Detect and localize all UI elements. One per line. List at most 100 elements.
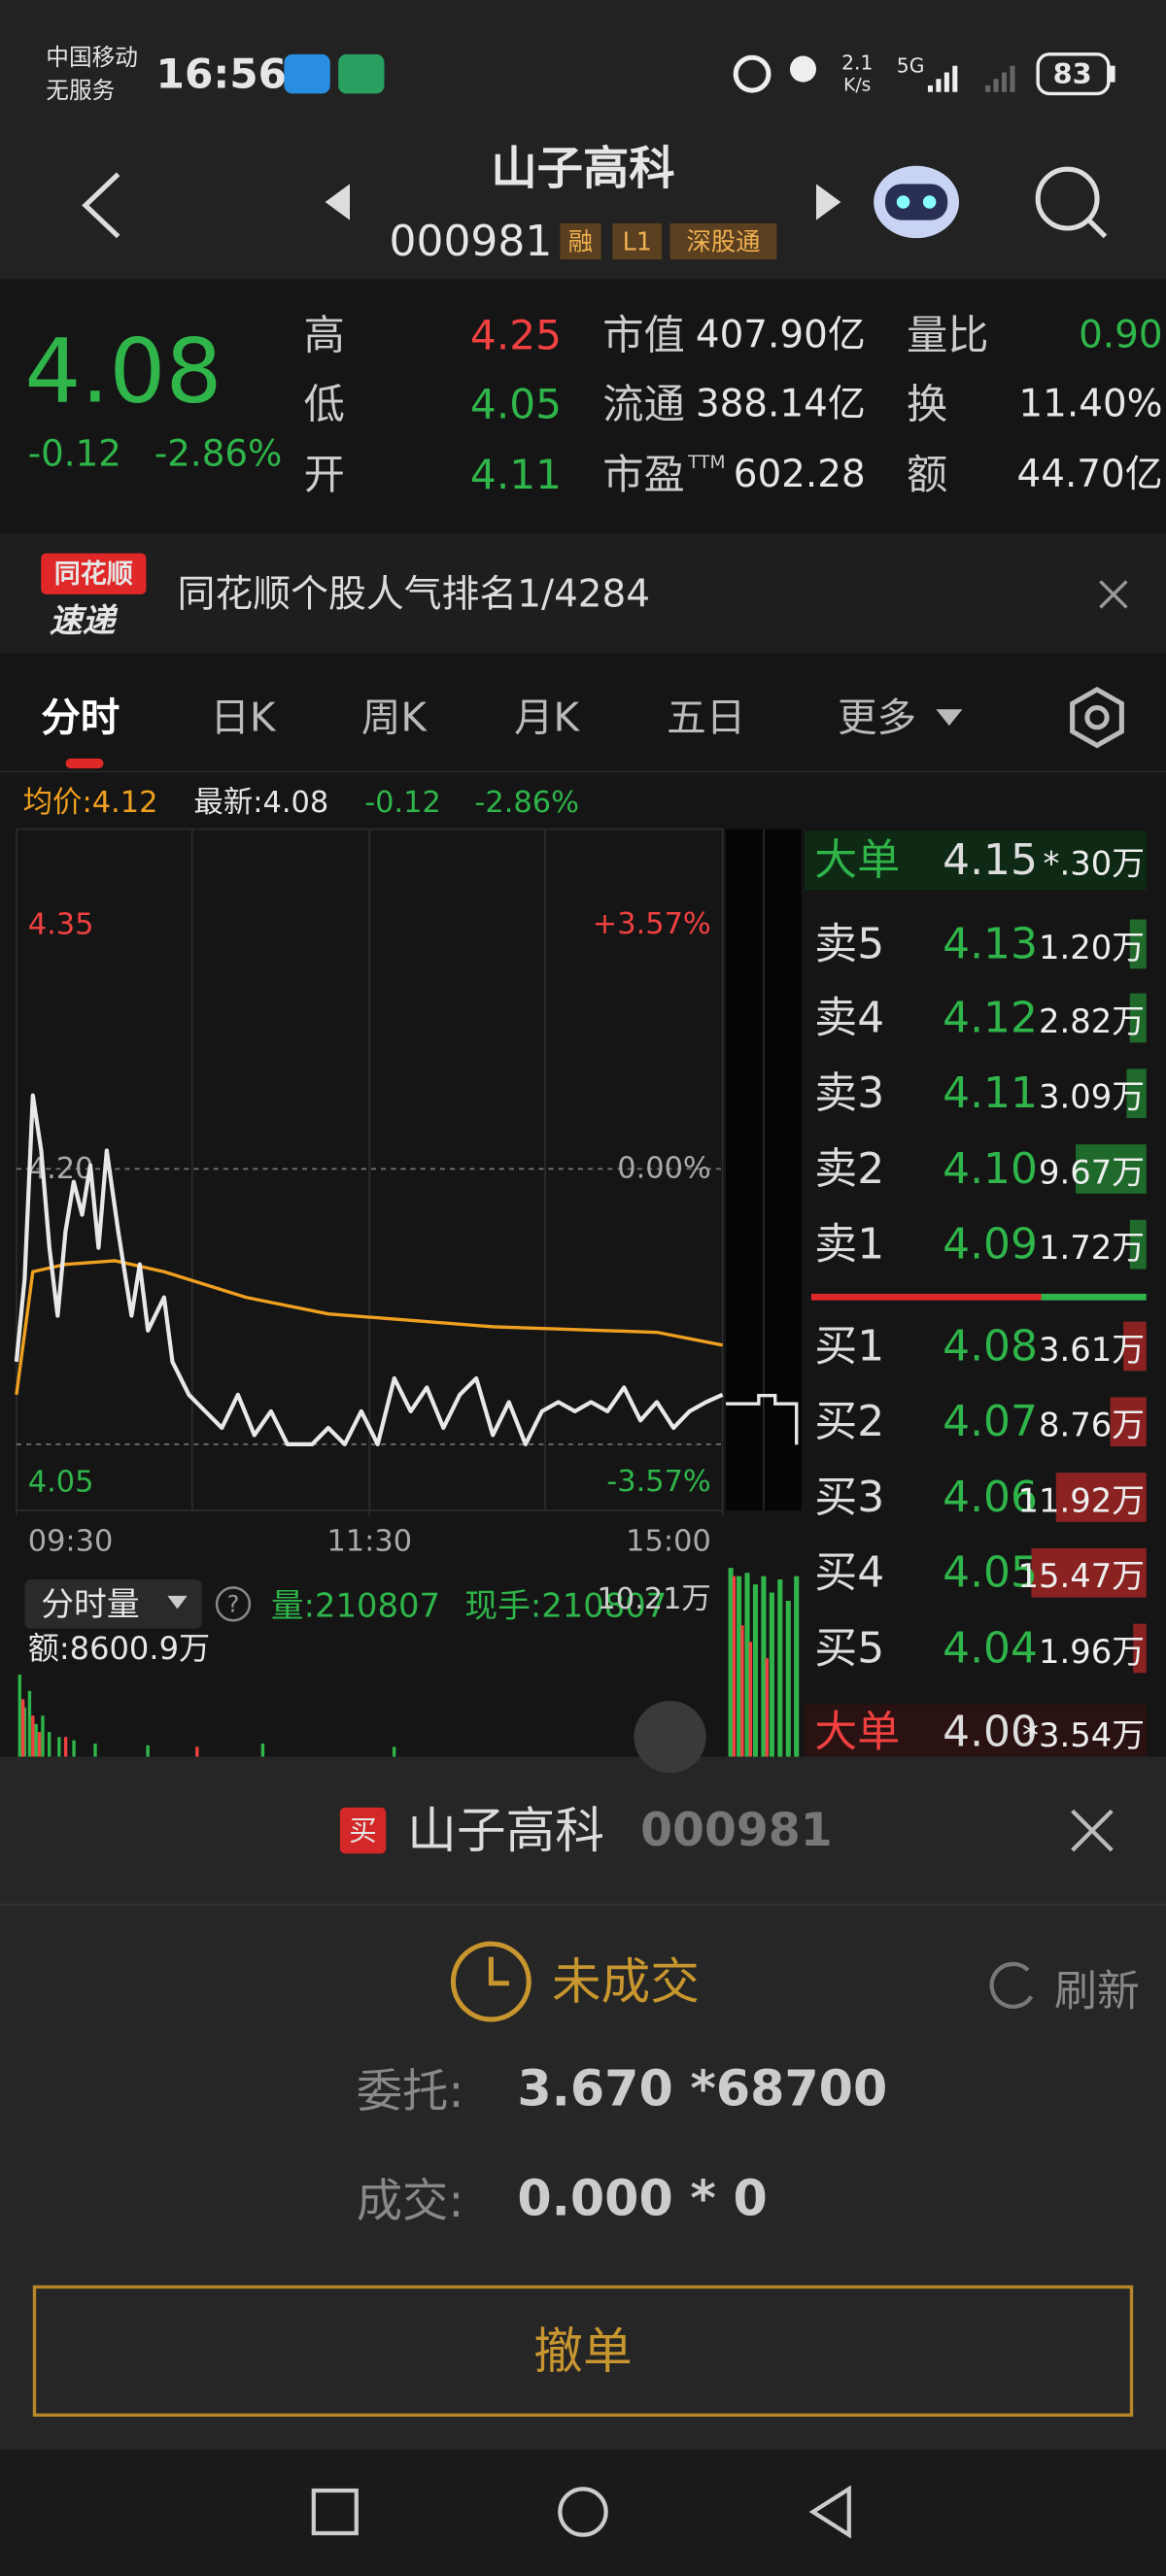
help-icon[interactable] bbox=[215, 1586, 252, 1622]
y2-tick-label: -3.57% bbox=[606, 1465, 711, 1499]
big-order-bg bbox=[805, 830, 1147, 891]
book-price: 4.13 bbox=[943, 919, 1038, 968]
book-volume: 3.61万 bbox=[1039, 1331, 1145, 1369]
book-price: 4.12 bbox=[943, 993, 1038, 1042]
volume: 量:210807 bbox=[271, 1587, 440, 1625]
nav-back[interactable] bbox=[808, 2485, 851, 2539]
settings-button[interactable] bbox=[1070, 687, 1124, 749]
book-volume: 1.20万 bbox=[1039, 929, 1145, 966]
amount: 额:8600.9万 bbox=[28, 1630, 210, 1667]
next-stock[interactable] bbox=[816, 184, 841, 220]
book-label: 买3 bbox=[814, 1473, 884, 1522]
nav-home[interactable] bbox=[558, 2487, 608, 2537]
more-arrow bbox=[936, 709, 963, 727]
last-price: 4.08 bbox=[24, 320, 222, 424]
book-label: 卖3 bbox=[814, 1068, 884, 1118]
network: 5G bbox=[897, 54, 925, 78]
depth-bar bbox=[1031, 1547, 1147, 1598]
app-icon bbox=[338, 53, 385, 94]
tab-indicator bbox=[65, 758, 104, 769]
current-hand: 现手:210807 bbox=[464, 1587, 667, 1625]
search-button[interactable] bbox=[1035, 166, 1108, 239]
row-value: 3.670 *68700 bbox=[517, 2059, 887, 2117]
after-hours-line bbox=[726, 1394, 799, 1445]
sheet-close[interactable] bbox=[1071, 1809, 1114, 1852]
signal bbox=[927, 65, 958, 92]
row-value: 0.000 * 0 bbox=[517, 2170, 767, 2227]
volume-bars bbox=[732, 1576, 769, 1757]
stat-label: 低 bbox=[304, 380, 345, 427]
change: -0.12 bbox=[28, 432, 121, 475]
tab[interactable]: 月K bbox=[514, 695, 581, 741]
battery bbox=[1036, 52, 1111, 96]
book-volume: 3.09万 bbox=[1039, 1078, 1145, 1116]
battery-tip bbox=[1110, 65, 1115, 83]
tab[interactable]: 更多 bbox=[838, 695, 916, 741]
tag: L1 bbox=[623, 227, 652, 256]
buy-badge bbox=[339, 1807, 387, 1854]
nav-recent[interactable] bbox=[311, 2488, 359, 2536]
book-volume: 15.47万 bbox=[1017, 1557, 1145, 1595]
tag-bg bbox=[560, 222, 601, 260]
book-price: 4.04 bbox=[943, 1623, 1038, 1673]
tab[interactable]: 周K bbox=[361, 695, 429, 741]
tag-bg bbox=[612, 222, 663, 260]
app-icon bbox=[284, 53, 330, 94]
tab[interactable]: 五日 bbox=[667, 695, 745, 741]
x-tick-label: 15:00 bbox=[626, 1525, 711, 1559]
stat-label: 开 bbox=[304, 451, 345, 498]
net-unit: K/s bbox=[843, 75, 871, 95]
avg-price: 均价:4.12 bbox=[23, 786, 158, 820]
y-tick-label: 4.20 bbox=[28, 1152, 94, 1186]
stock-code: 000981 bbox=[390, 217, 553, 266]
tag: 深股通 bbox=[686, 227, 760, 256]
back-button[interactable] bbox=[82, 172, 120, 239]
tag: 融 bbox=[568, 227, 593, 256]
stat-value: 4.11 bbox=[470, 451, 562, 498]
tag-bg bbox=[669, 222, 777, 260]
book-price: 4.08 bbox=[943, 1322, 1038, 1372]
expand-button[interactable] bbox=[634, 1701, 706, 1774]
depth-bar bbox=[1110, 1397, 1147, 1447]
stat-value: 407.90亿 bbox=[696, 313, 866, 356]
clock: 16:56 bbox=[156, 51, 288, 98]
stat-value: 0.90 bbox=[1079, 313, 1163, 356]
stat-value: 388.14亿 bbox=[696, 382, 866, 425]
stat-value: 44.70亿 bbox=[1017, 453, 1163, 496]
x-tick-label: 11:30 bbox=[326, 1525, 412, 1559]
cancel-button[interactable] bbox=[32, 2285, 1134, 2417]
prev-stock[interactable] bbox=[325, 184, 350, 220]
location-icon bbox=[789, 55, 816, 83]
volume-selector[interactable] bbox=[24, 1579, 202, 1629]
assistant-icon[interactable] bbox=[874, 165, 960, 239]
stat-label: 额 bbox=[907, 451, 947, 498]
stat-value: 4.25 bbox=[470, 311, 562, 358]
book-label: 卖4 bbox=[814, 993, 884, 1042]
book-price: 4.10 bbox=[943, 1144, 1038, 1194]
depth-bar bbox=[1129, 993, 1147, 1043]
row-label: 成交: bbox=[357, 2175, 464, 2228]
tab[interactable]: 分时 bbox=[41, 695, 120, 741]
status-icon bbox=[450, 1941, 532, 2022]
row-label: 委托: bbox=[357, 2065, 464, 2118]
big-order-bg bbox=[805, 1704, 1147, 1757]
cancel-button-text[interactable]: 撤单 bbox=[533, 2322, 632, 2380]
refresh-icon[interactable] bbox=[989, 1961, 1034, 2009]
tab[interactable]: 日K bbox=[210, 695, 277, 741]
logo-bg bbox=[41, 553, 147, 594]
x-tick-label: 09:30 bbox=[28, 1525, 114, 1559]
stat-value: 602.28 bbox=[734, 453, 866, 496]
banner-close[interactable] bbox=[1099, 580, 1128, 609]
price-line bbox=[15, 1259, 723, 1396]
volume-bars bbox=[20, 1699, 199, 1757]
refresh[interactable]: 刷新 bbox=[1054, 1967, 1140, 2017]
stat-value: 4.05 bbox=[470, 380, 562, 427]
latest-price: 最新:4.08 bbox=[193, 786, 328, 820]
book-price: 4.06 bbox=[943, 1473, 1038, 1522]
depth-bar bbox=[1129, 1219, 1147, 1270]
volume-selector-text[interactable]: 分时量 bbox=[41, 1585, 139, 1623]
book-label: 大单 bbox=[814, 1708, 900, 1757]
book-price: 4.00 bbox=[943, 1708, 1038, 1757]
y-tick-label: 4.35 bbox=[28, 907, 94, 941]
